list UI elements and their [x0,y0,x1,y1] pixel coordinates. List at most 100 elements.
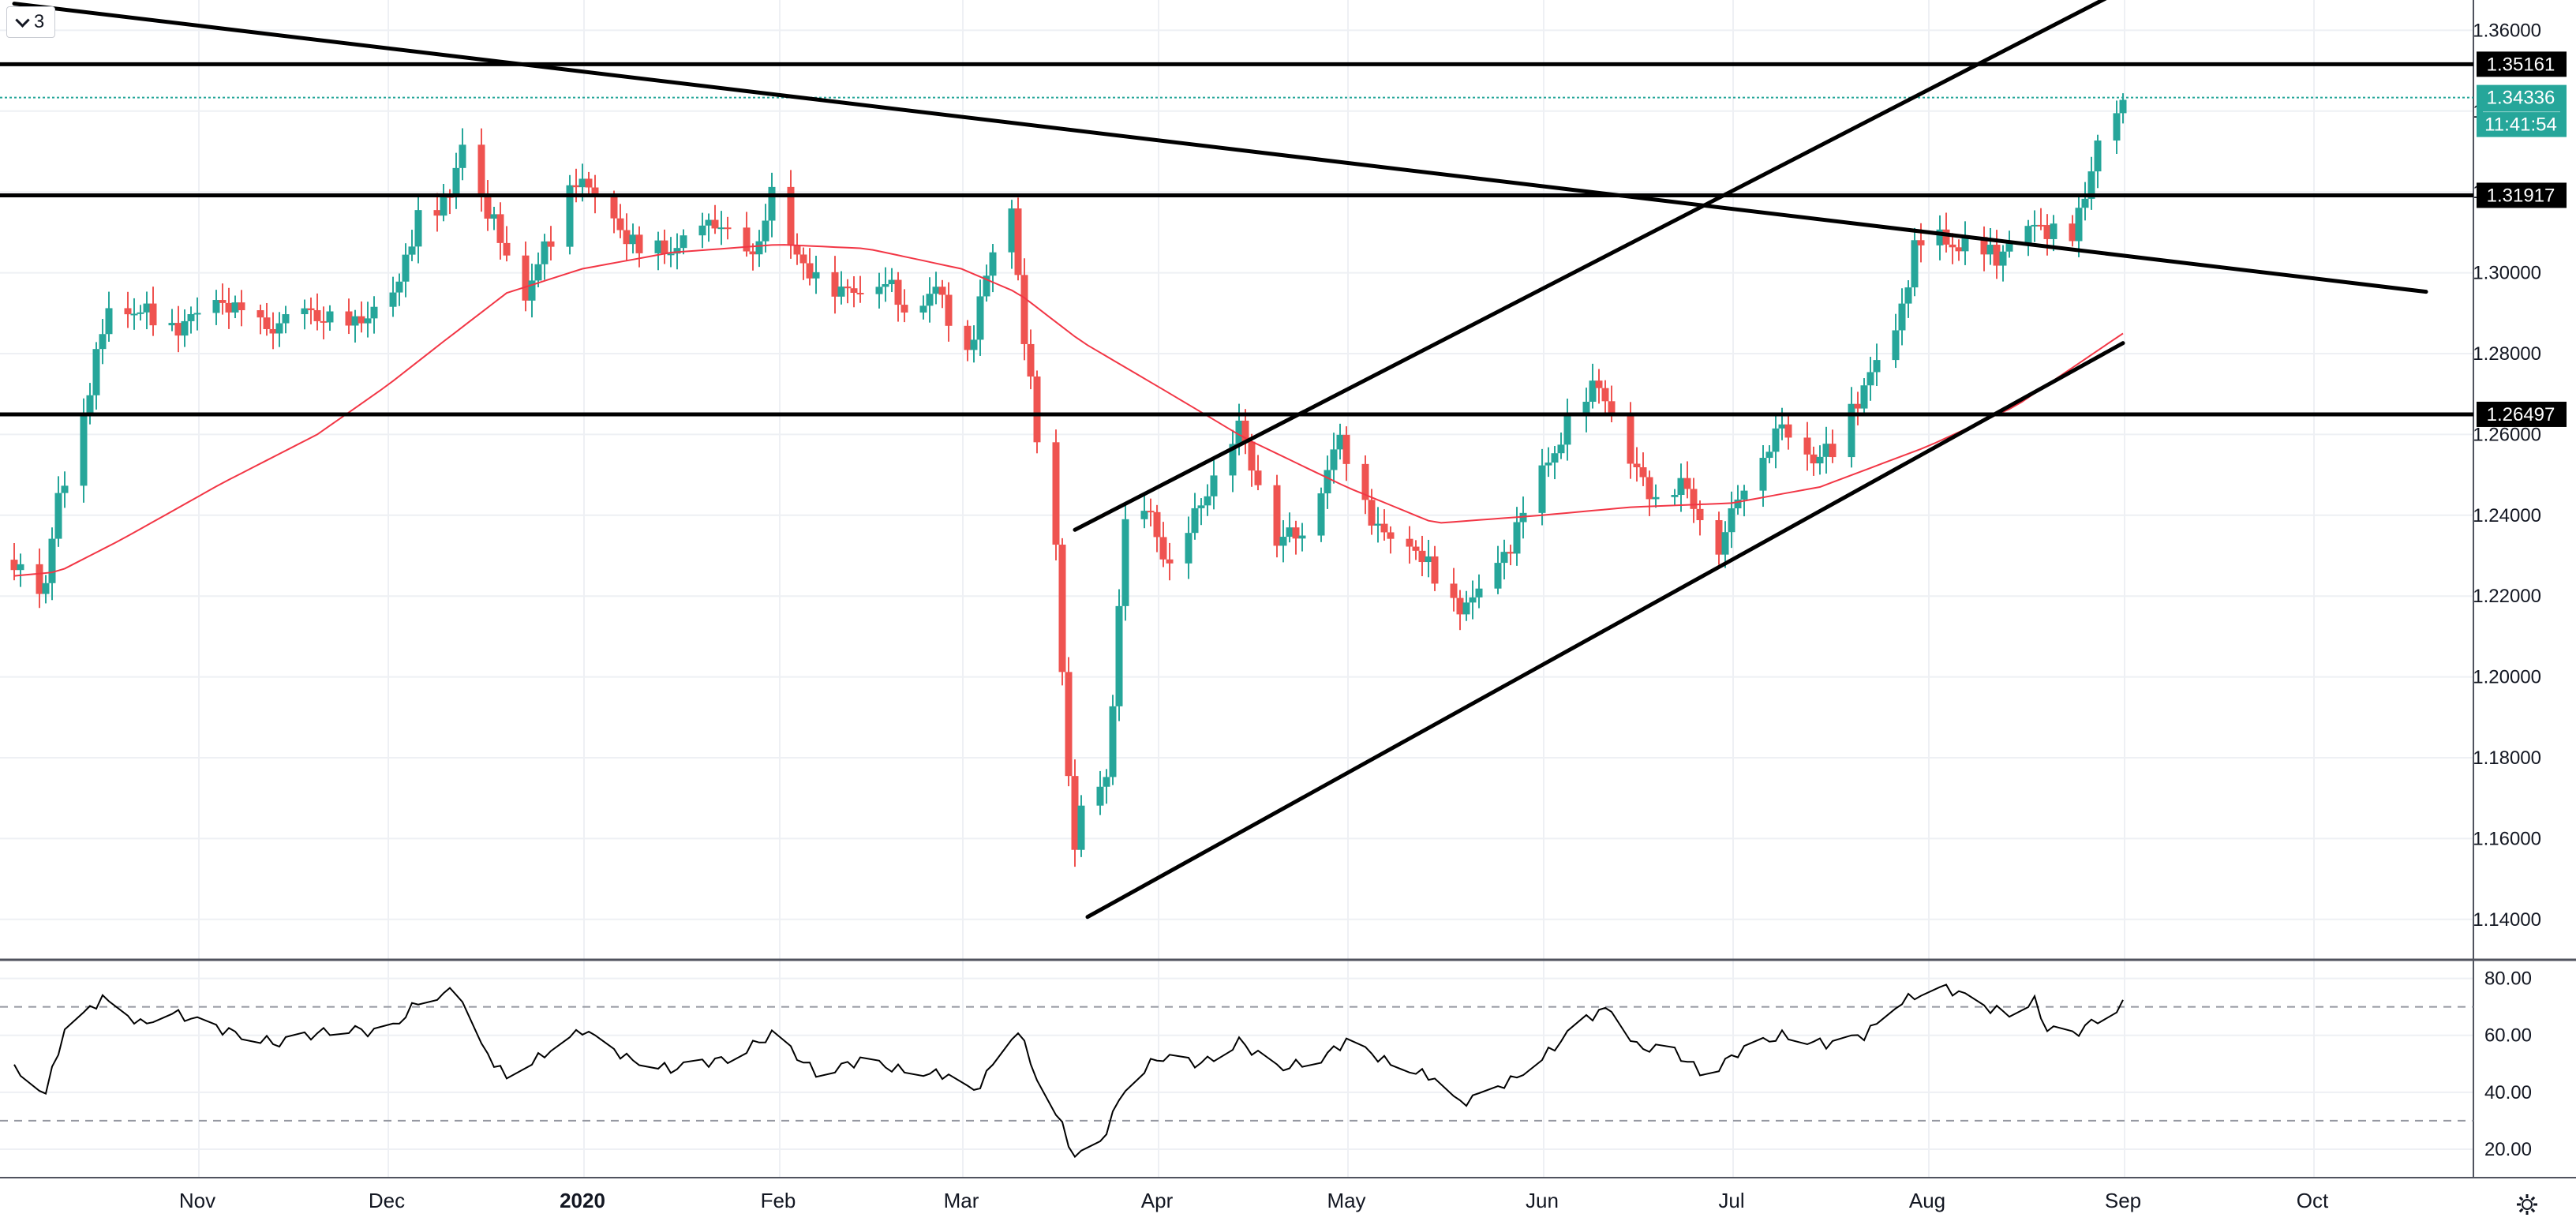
candle-body [616,218,624,230]
current-price-tag [2477,84,2567,137]
candle-body [2037,224,2045,227]
candle-body [1715,520,1723,555]
candle-body [275,323,283,334]
current-price-tag-text: 1.34336 [2487,88,2555,109]
chart-settings-button[interactable] [2513,1190,2541,1219]
candle-body [787,186,795,246]
candle-body [1582,401,1590,416]
candle-body [2087,171,2095,199]
candle-body [1191,508,1199,534]
candle-body [2031,224,2039,227]
candle-body [1450,583,1458,598]
rsi-tick-label: 80.00 [2484,968,2532,990]
candle-body [945,294,953,326]
level-price-tag [2477,401,2567,427]
candle-body [168,323,176,326]
price-tick-label: 1.24000 [2473,505,2541,526]
candle-body [1639,467,1647,478]
candle-body [1387,532,1395,539]
level-price-tag-text: 1.31917 [2487,185,2555,206]
candle-body [534,264,542,281]
candle-body [1368,500,1376,526]
candle-body [1469,597,1477,603]
candle-body [181,320,189,336]
candle-body [1728,508,1735,533]
candle-body [1816,456,1824,464]
candle-body [680,235,687,249]
candle-body [477,144,485,196]
candle-body [1115,605,1123,706]
candle-body [1159,537,1167,560]
candle-body [143,303,151,313]
candle-body [1342,434,1350,464]
candle-body [1683,478,1691,489]
candle-body [80,415,88,486]
candle-body [1829,444,1837,458]
candle-body [1778,424,1786,429]
candle-body [1317,493,1325,536]
candle-body [1904,287,1912,304]
trendline [1073,0,2107,532]
candle-body [1557,444,1565,454]
indicators-toggle-button[interactable]: 3 [6,6,55,38]
candle-body [1986,245,1994,255]
candle-body [1848,403,1855,458]
grid [0,0,2473,1178]
candle-body [345,311,353,326]
candle-body [389,292,397,307]
level-price-tag-text: 1.26497 [2487,404,2555,425]
candle-body [768,186,776,221]
candle-body [812,272,820,279]
candle-body [1917,240,1925,245]
level-price-tag [2477,51,2567,77]
candle-body [1330,449,1338,470]
date-tick-label: May [1327,1189,1365,1212]
candle-body [837,287,845,297]
candle-body [1544,463,1552,466]
candle-body [572,185,580,188]
moving-average-line [13,244,2124,577]
candle-body [212,300,220,313]
candle-body [1140,511,1148,519]
candle-body [370,306,378,319]
candle-body [452,167,460,198]
date-tick-label: Jun [1526,1189,1559,1212]
candle-body [503,242,511,256]
candle-body [1431,556,1439,584]
trendline [12,2,2428,294]
candle-body [358,316,365,324]
candle-body [351,316,359,326]
candle-body [970,339,978,350]
candle-body [1298,535,1306,539]
candle-body [414,210,422,247]
candle-body [844,287,852,289]
candle-body [1241,420,1249,442]
candle-body [578,178,586,188]
candle-body [1077,805,1085,850]
candle-body [92,349,100,395]
candle-body [1646,477,1653,500]
candle-body [894,279,902,305]
candle-body [1500,552,1508,564]
candle-body [1860,385,1868,409]
candle-body [231,302,239,313]
candle-body [1418,550,1426,563]
candle-body [1608,401,1616,413]
candle-body [364,318,372,324]
candle-body [1361,463,1369,500]
candle-body [1248,441,1256,471]
candle-body [1999,251,2007,266]
candle-body [585,178,593,188]
candle-body [1652,496,1660,500]
candle-body [2113,113,2121,141]
candle-body [1014,208,1022,275]
candle-body [130,313,138,316]
candle-body [541,241,549,264]
candle-body [1406,538,1413,547]
candle-body [1810,454,1818,464]
candle-body [225,302,233,313]
candle-body [635,234,643,253]
candle-body [1961,237,1969,252]
candle-body [673,248,681,254]
